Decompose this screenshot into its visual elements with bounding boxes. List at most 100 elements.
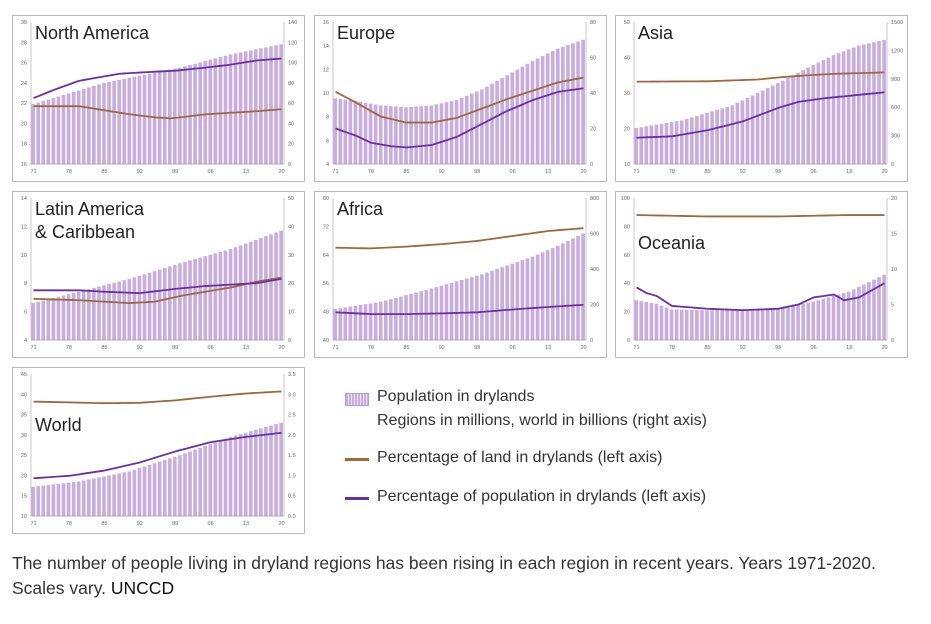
population-bar [167,69,172,164]
population-bar [264,236,268,340]
population-bar [659,305,664,340]
right-tick-label: 20 [590,127,596,133]
population-bar [253,239,258,340]
x-tick-label: 85 [704,345,710,351]
x-tick-label: 99 [172,521,178,527]
population-bar [444,102,449,164]
land-percentage-line [335,76,584,124]
left-tick-label: 40 [624,56,630,62]
population-bar [61,295,66,340]
population-bar [690,117,694,164]
population-bar [459,280,464,340]
left-tick-label: 26 [21,61,27,67]
population-bar [152,271,157,340]
population-bar [188,451,192,516]
population-bar [107,284,111,340]
population-bar [644,126,649,164]
population-bar [530,61,535,164]
chart-svg-3: 4 6 8 10 12 14 0 10 20 30 40 50 71 78 85 92 99 06 13 20 [21,196,294,351]
population-bar [107,475,111,516]
left-tick-label: 4 [326,162,329,168]
x-tick-label: 92 [439,169,445,175]
left-tick-label: 16 [323,20,329,26]
population-bar [228,249,233,340]
left-tick-label: 40 [323,338,329,344]
population-bar [755,309,760,340]
x-tick-label: 92 [137,345,143,351]
population-bar [826,297,831,340]
population-bar [535,58,540,164]
population-bar [841,293,846,340]
population-bar [394,106,398,164]
population-bar [46,99,51,164]
chart-panel-1: 4 6 8 10 12 14 16 0 20 40 60 80 71 78 85 92 99 06 13 20 Euro… [314,15,607,182]
population-bar [137,75,142,164]
population-bar [424,105,429,164]
population-bar [36,102,41,164]
population-bar [269,46,273,165]
population-bar [454,100,459,164]
population-bar [203,256,208,340]
x-tick-label: 20 [881,345,887,351]
population-bar [264,426,268,516]
population-bar [735,310,740,340]
population-bar [770,85,775,164]
population-bar [238,52,243,164]
population-bar [550,51,555,164]
population-bar [634,128,638,164]
x-tick-label: 13 [545,169,551,175]
x-tick-label: 06 [811,169,817,175]
population-bar [343,307,348,340]
x-tick-label: 78 [368,345,374,351]
population-bar [786,78,790,164]
population-bar [259,428,263,516]
population-bar [167,266,172,340]
right-tick-label: 60 [590,56,596,62]
population-bar [203,61,208,164]
left-tick-label: 4 [24,338,27,344]
left-tick-label: 40 [624,281,630,287]
left-tick-label: 30 [624,91,630,97]
right-tick-label: 40 [590,91,596,97]
population-bar [530,256,535,340]
population-bar [581,39,585,164]
population-bar [679,120,684,164]
population-bar [649,125,654,164]
population-bar [107,81,111,164]
population-bar [500,267,504,340]
population-bar [208,254,213,340]
population-bar [649,302,654,340]
population-bar [695,115,699,164]
population-bar [218,57,223,165]
population-bar [490,83,494,164]
x-tick-label: 85 [101,169,107,175]
population-bar [112,474,116,516]
population-bar [561,243,565,340]
left-tick-label: 12 [323,67,329,73]
population-bar [576,235,580,340]
left-tick-label: 100 [621,196,630,202]
left-tick-label: 45 [21,372,27,378]
population-bar [183,261,187,340]
population-bar [469,277,474,340]
right-tick-label: 10 [288,310,294,316]
land-percentage-line [33,390,282,405]
population-bar [846,291,851,340]
population-bar [183,66,187,164]
population-bar [776,83,780,164]
x-tick-label: 92 [137,521,143,527]
left-tick-label: 80 [624,224,630,230]
right-tick-label: 600 [891,105,900,111]
population-bar [581,233,585,340]
x-tick-label: 78 [669,169,675,175]
right-tick-label: 3.5 [288,372,296,378]
population-bar [571,238,575,340]
right-tick-label: 0.0 [288,514,296,520]
population-bar [841,51,846,164]
population-bar [525,63,530,164]
population-bar [674,121,679,164]
population-percentage-line [636,91,885,139]
population-bar [520,66,525,164]
legend-population-sub: Regions in millions, world in billions (… [377,412,707,429]
population-bar [178,67,182,164]
